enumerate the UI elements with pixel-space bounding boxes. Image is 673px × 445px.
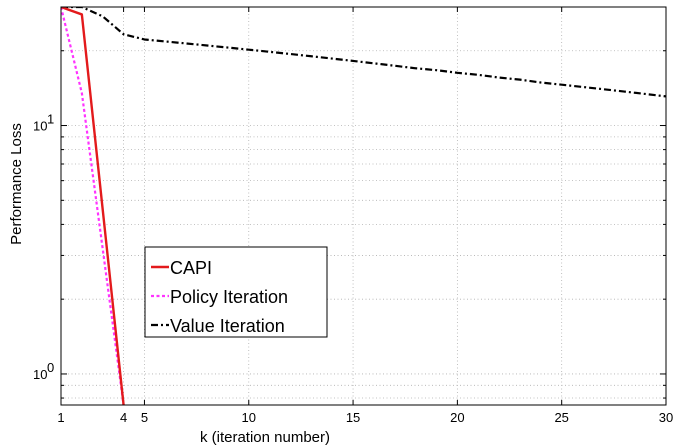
y-tick-label: 10 0 [33,360,54,382]
x-tick-label: 15 [346,410,360,425]
grid [61,6,666,405]
series-line-policy-iteration [61,7,125,405]
plot-frame [60,6,667,406]
y-tick-exponent: 0 [47,360,54,375]
y-tick-exponent: 1 [47,112,54,127]
series-lines [61,7,666,405]
y-tick-label: 10 1 [33,112,54,134]
y-tick-base: 10 [33,119,47,134]
y-tick-base: 10 [33,367,47,382]
x-tick-label: 4 [120,410,127,425]
x-tick-label: 25 [554,410,568,425]
x-tick-label: 10 [242,410,256,425]
series-line-value-iteration [61,7,666,98]
y-axis-label: Performance Loss [8,123,25,245]
legend-label-policy-iteration: Policy Iteration [170,287,288,307]
x-axis-label: k (iteration number) [200,429,330,445]
x-tick-labels: 1 4 5 10 15 20 25 30 [57,410,673,425]
x-tick-label: 30 [659,410,673,425]
x-tick-label: 5 [141,410,148,425]
x-tick-label: 20 [450,410,464,425]
legend-label-capi: CAPI [170,258,212,278]
legend-label-value-iteration: Value Iteration [170,316,285,336]
axis-ticks [60,6,667,405]
legend: CAPI Policy Iteration Value Iteration [144,246,328,338]
series-line-capi [61,7,125,405]
legend-box [144,246,328,338]
x-tick-label: 1 [57,410,64,425]
